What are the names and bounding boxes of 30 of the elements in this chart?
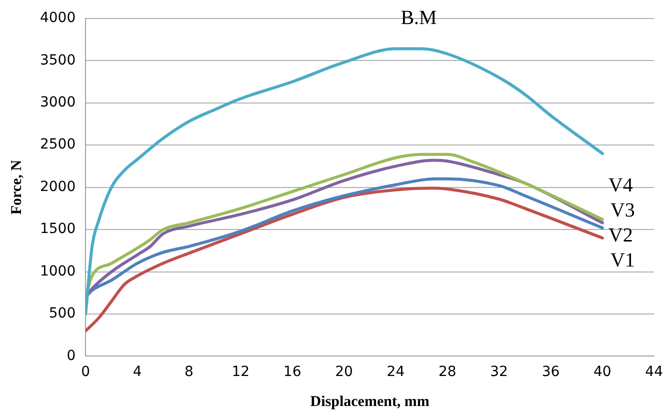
x-axis-title: Displacement, mm: [310, 394, 430, 410]
y-tick-label: 2500: [40, 136, 76, 153]
x-tick-label: 8: [184, 364, 194, 380]
line-series: [86, 186, 604, 332]
series-label: V1: [610, 250, 635, 272]
x-tick-label: 24: [386, 364, 405, 380]
series-label: V3: [610, 200, 635, 222]
y-tick-label: 3000: [40, 94, 76, 110]
x-tick-label: 4: [132, 364, 142, 380]
x-tick-label: 0: [81, 364, 90, 380]
y-tick-label: 2000: [40, 178, 76, 195]
x-tick-label: 28: [438, 364, 456, 380]
y-tick-label: 0: [66, 348, 76, 364]
y-axis-title: Force, N: [8, 160, 25, 215]
y-tick-label: 3500: [40, 52, 76, 68]
x-tick-label: 12: [232, 364, 250, 380]
x-tick-label: 20: [335, 364, 353, 380]
series-label: B.M: [400, 7, 438, 30]
y-tick-label: 1500: [40, 221, 76, 238]
x-tick-label: 44: [645, 364, 664, 380]
y-tick-label: 500: [48, 306, 76, 322]
line-series: [86, 47, 604, 316]
x-tick-label: 32: [490, 364, 508, 380]
series-label: V2: [608, 224, 633, 247]
series-label: V4: [608, 174, 633, 197]
y-tick-label: 1000: [40, 263, 76, 280]
y-tick-label: 4000: [40, 10, 76, 26]
x-tick-label: 36: [542, 364, 560, 380]
x-tick-label: 16: [283, 364, 302, 380]
x-tick-label: 40: [594, 364, 612, 380]
